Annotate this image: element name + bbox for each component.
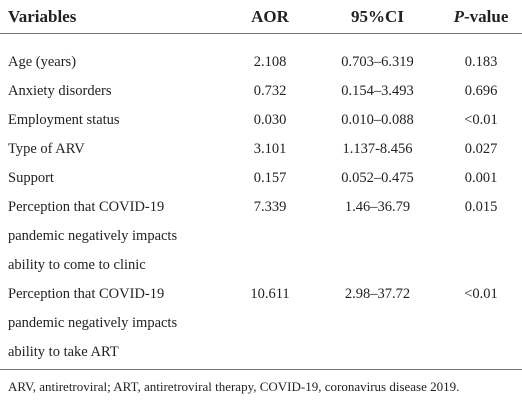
header-cell: 95%CI	[315, 0, 440, 34]
variable-text: Anxiety disorders	[8, 83, 112, 99]
table-cell: 2.108	[253, 54, 287, 70]
table-cell: 0.027	[464, 141, 498, 157]
header-text: -value	[464, 6, 509, 26]
header-cell: P-value	[440, 0, 522, 34]
table-cell: Employment status	[0, 106, 225, 135]
table-cell: 0.183	[464, 54, 498, 70]
table-header: Variables AOR 95%CI P-value	[0, 0, 522, 34]
table-cell: 2.98–37.72	[315, 280, 440, 370]
table-cell: 0.157	[253, 170, 287, 186]
table-cell: Age (years)	[0, 34, 225, 78]
table-cell: 1.46–36.79	[344, 199, 411, 215]
table-cell: Perception that COVID-19 pandemic negati…	[0, 193, 225, 280]
table-cell: 1.137-8.456	[342, 141, 413, 157]
table-cell: Anxiety disorders	[0, 77, 225, 106]
table-row: Support 0.157 0.052–0.475 0.001	[0, 164, 522, 193]
table-cell: 0.001	[464, 170, 498, 186]
results-table: Variables AOR 95%CI P-value Age (years) 2…	[0, 0, 522, 370]
table-cell: 0.052–0.475	[341, 170, 414, 186]
header-italic: P	[453, 6, 464, 26]
table-row: Anxiety disorders 0.732 0.154–3.493 0.696	[0, 77, 522, 106]
table-row: Employment status 0.030 0.010–0.088 <0.01	[0, 106, 522, 135]
table-cell: 0.696	[464, 83, 498, 99]
table-cell: 0.030	[253, 112, 287, 128]
header-cell: AOR	[225, 0, 315, 34]
table-row: Age (years) 2.108 0.703–6.319 0.183	[0, 34, 522, 78]
variable-text: Perception that COVID-19 pandemic negati…	[8, 199, 178, 273]
table-row: Perception that COVID-19 pandemic negati…	[0, 280, 522, 370]
table-cell: 0.015	[464, 199, 498, 215]
table-cell: <0.01	[464, 112, 498, 128]
footnote: ARV, antiretroviral; ART, antiretroviral…	[8, 379, 460, 394]
table-cell: 0.154–3.493	[341, 83, 414, 99]
table-cell: Support	[0, 164, 225, 193]
table-cell: Perception that COVID-19 pandemic negati…	[0, 280, 225, 370]
table-cell: Type of ARV	[0, 135, 225, 164]
table-cell: 10.611	[225, 280, 315, 370]
table-body: Age (years) 2.108 0.703–6.319 0.183 Anxiety …	[0, 34, 522, 370]
variable-text: Support	[8, 170, 54, 186]
variable-text: Type of ARV	[8, 141, 85, 157]
table-cell: <0.01	[440, 280, 522, 370]
table-cell: 0.703–6.319	[341, 54, 414, 70]
table-row: Perception that COVID-19 pandemic negati…	[0, 193, 522, 280]
table-row: Type of ARV 3.101 1.137-8.456 0.027	[0, 135, 522, 164]
table-cell: 0.010–0.088	[341, 112, 414, 128]
table-cell: 7.339	[253, 199, 287, 215]
variable-text: Employment status	[8, 112, 120, 128]
table-cell: 3.101	[253, 141, 287, 157]
variable-text: Age (years)	[8, 54, 77, 70]
header-row: Variables AOR 95%CI P-value	[0, 0, 522, 34]
variable-text: Perception that COVID-19 pandemic negati…	[8, 286, 178, 360]
table-cell: 0.732	[253, 83, 287, 99]
header-cell: Variables	[0, 0, 225, 34]
